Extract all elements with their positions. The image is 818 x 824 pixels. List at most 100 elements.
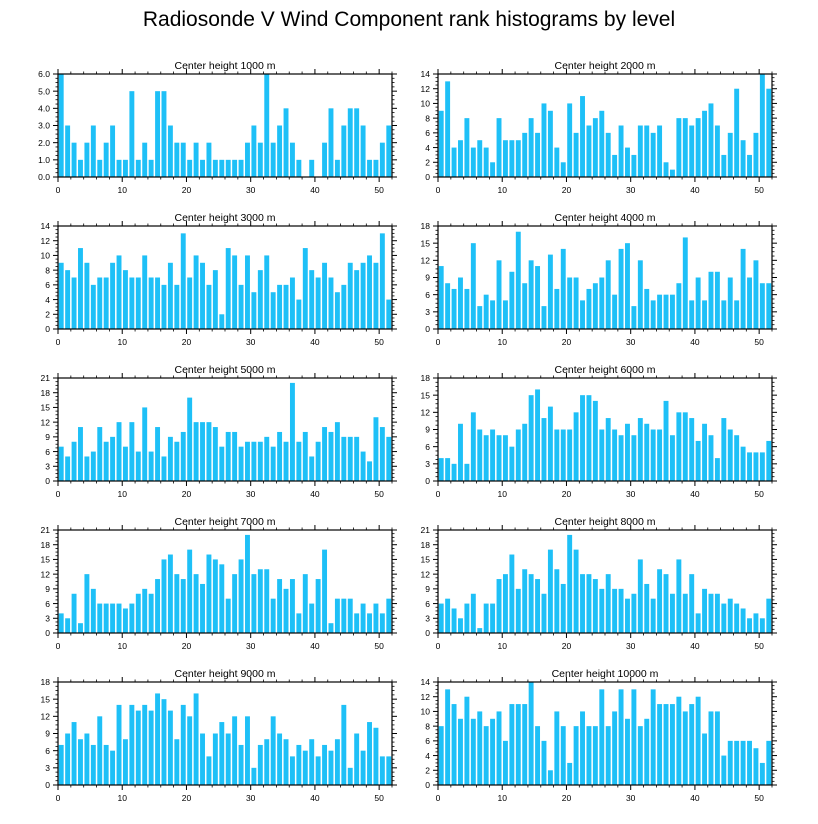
bar xyxy=(567,762,573,785)
bar xyxy=(193,422,199,481)
bar xyxy=(296,744,302,785)
bar xyxy=(180,704,186,785)
bar xyxy=(289,277,295,329)
y-tick-label: 2.0 xyxy=(38,138,50,148)
bar xyxy=(309,739,315,785)
y-tick-label: 15 xyxy=(421,555,431,565)
bar xyxy=(567,534,573,633)
chart-title: Center height 5000 m xyxy=(175,364,276,376)
bar xyxy=(161,559,167,633)
bar xyxy=(766,598,772,633)
bar xyxy=(341,125,347,177)
x-tick-label: 0 xyxy=(56,185,61,195)
y-tick-label: 0 xyxy=(425,628,430,638)
x-tick-label: 30 xyxy=(246,641,256,651)
bar xyxy=(302,574,308,633)
bar xyxy=(103,277,109,329)
bar xyxy=(110,750,116,785)
bar xyxy=(232,159,238,177)
x-tick-label: 30 xyxy=(246,185,256,195)
bar xyxy=(483,294,489,329)
bar xyxy=(605,726,611,785)
bar xyxy=(129,91,135,177)
bar xyxy=(110,262,116,329)
bar xyxy=(315,756,321,785)
bar xyxy=(740,140,746,177)
bar xyxy=(122,608,128,633)
x-tick-label: 30 xyxy=(246,337,256,347)
bar xyxy=(721,418,727,481)
bar xyxy=(277,431,283,481)
bar xyxy=(721,603,727,633)
bar xyxy=(483,603,489,633)
bar xyxy=(206,284,212,329)
x-tick-label: 20 xyxy=(182,185,192,195)
bar xyxy=(515,704,521,785)
bar xyxy=(618,435,624,481)
bar xyxy=(264,569,270,633)
bar xyxy=(334,292,340,329)
bar xyxy=(302,248,308,329)
x-tick-label: 40 xyxy=(690,489,700,499)
x-tick-label: 40 xyxy=(310,337,320,347)
bar xyxy=(689,125,695,177)
y-tick-label: 12 xyxy=(41,417,51,427)
bar xyxy=(657,704,663,785)
x-tick-label: 40 xyxy=(310,793,320,803)
bar xyxy=(270,142,276,177)
bar xyxy=(470,593,476,633)
y-tick-label: 18 xyxy=(41,540,51,550)
bar xyxy=(148,277,154,329)
bar xyxy=(148,710,154,785)
bar xyxy=(71,277,77,329)
bar xyxy=(631,306,637,329)
y-tick-label: 10 xyxy=(421,99,431,109)
bar xyxy=(663,294,669,329)
bar xyxy=(547,110,553,177)
bar xyxy=(657,429,663,481)
bar xyxy=(155,693,161,785)
bar xyxy=(341,598,347,633)
bar xyxy=(612,154,618,177)
chart-panel: Center height 8000 m 0 3 6 9 12 15 18 21 0 10 20 30 4… xyxy=(421,516,777,651)
y-tick-label: 4.0 xyxy=(38,104,50,114)
x-tick-label: 30 xyxy=(246,793,256,803)
bar xyxy=(445,458,451,481)
bar xyxy=(451,147,457,177)
bar xyxy=(573,132,579,177)
y-tick-label: 8 xyxy=(425,113,430,123)
bar xyxy=(573,726,579,785)
bar xyxy=(766,440,772,481)
y-tick-label: 15 xyxy=(421,238,431,248)
bar xyxy=(721,755,727,785)
bar xyxy=(174,284,180,329)
bar xyxy=(84,733,90,785)
bar xyxy=(470,147,476,177)
bar xyxy=(695,118,701,177)
bar xyxy=(515,429,521,481)
bar xyxy=(644,288,650,329)
chart-panel: Center height 1000 m 0.0 1.0 2.0 3.0 4.0 5.0 6.… xyxy=(38,60,397,195)
bar xyxy=(535,579,541,633)
bar xyxy=(631,689,637,785)
bar xyxy=(386,125,392,177)
bar xyxy=(360,750,366,785)
bar xyxy=(541,740,547,785)
x-tick-label: 40 xyxy=(690,185,700,195)
bar xyxy=(599,689,605,785)
bar xyxy=(116,422,122,481)
bar xyxy=(341,704,347,785)
bar xyxy=(477,711,483,785)
y-tick-label: 21 xyxy=(41,525,51,535)
bar xyxy=(270,598,276,633)
bar xyxy=(187,549,193,633)
bar xyxy=(97,159,103,177)
bar xyxy=(708,711,714,785)
bar xyxy=(148,159,154,177)
bar xyxy=(759,283,765,329)
bar xyxy=(509,446,515,481)
bar xyxy=(270,446,276,481)
x-tick-label: 50 xyxy=(374,793,384,803)
bar xyxy=(663,704,669,785)
bar xyxy=(547,770,553,785)
